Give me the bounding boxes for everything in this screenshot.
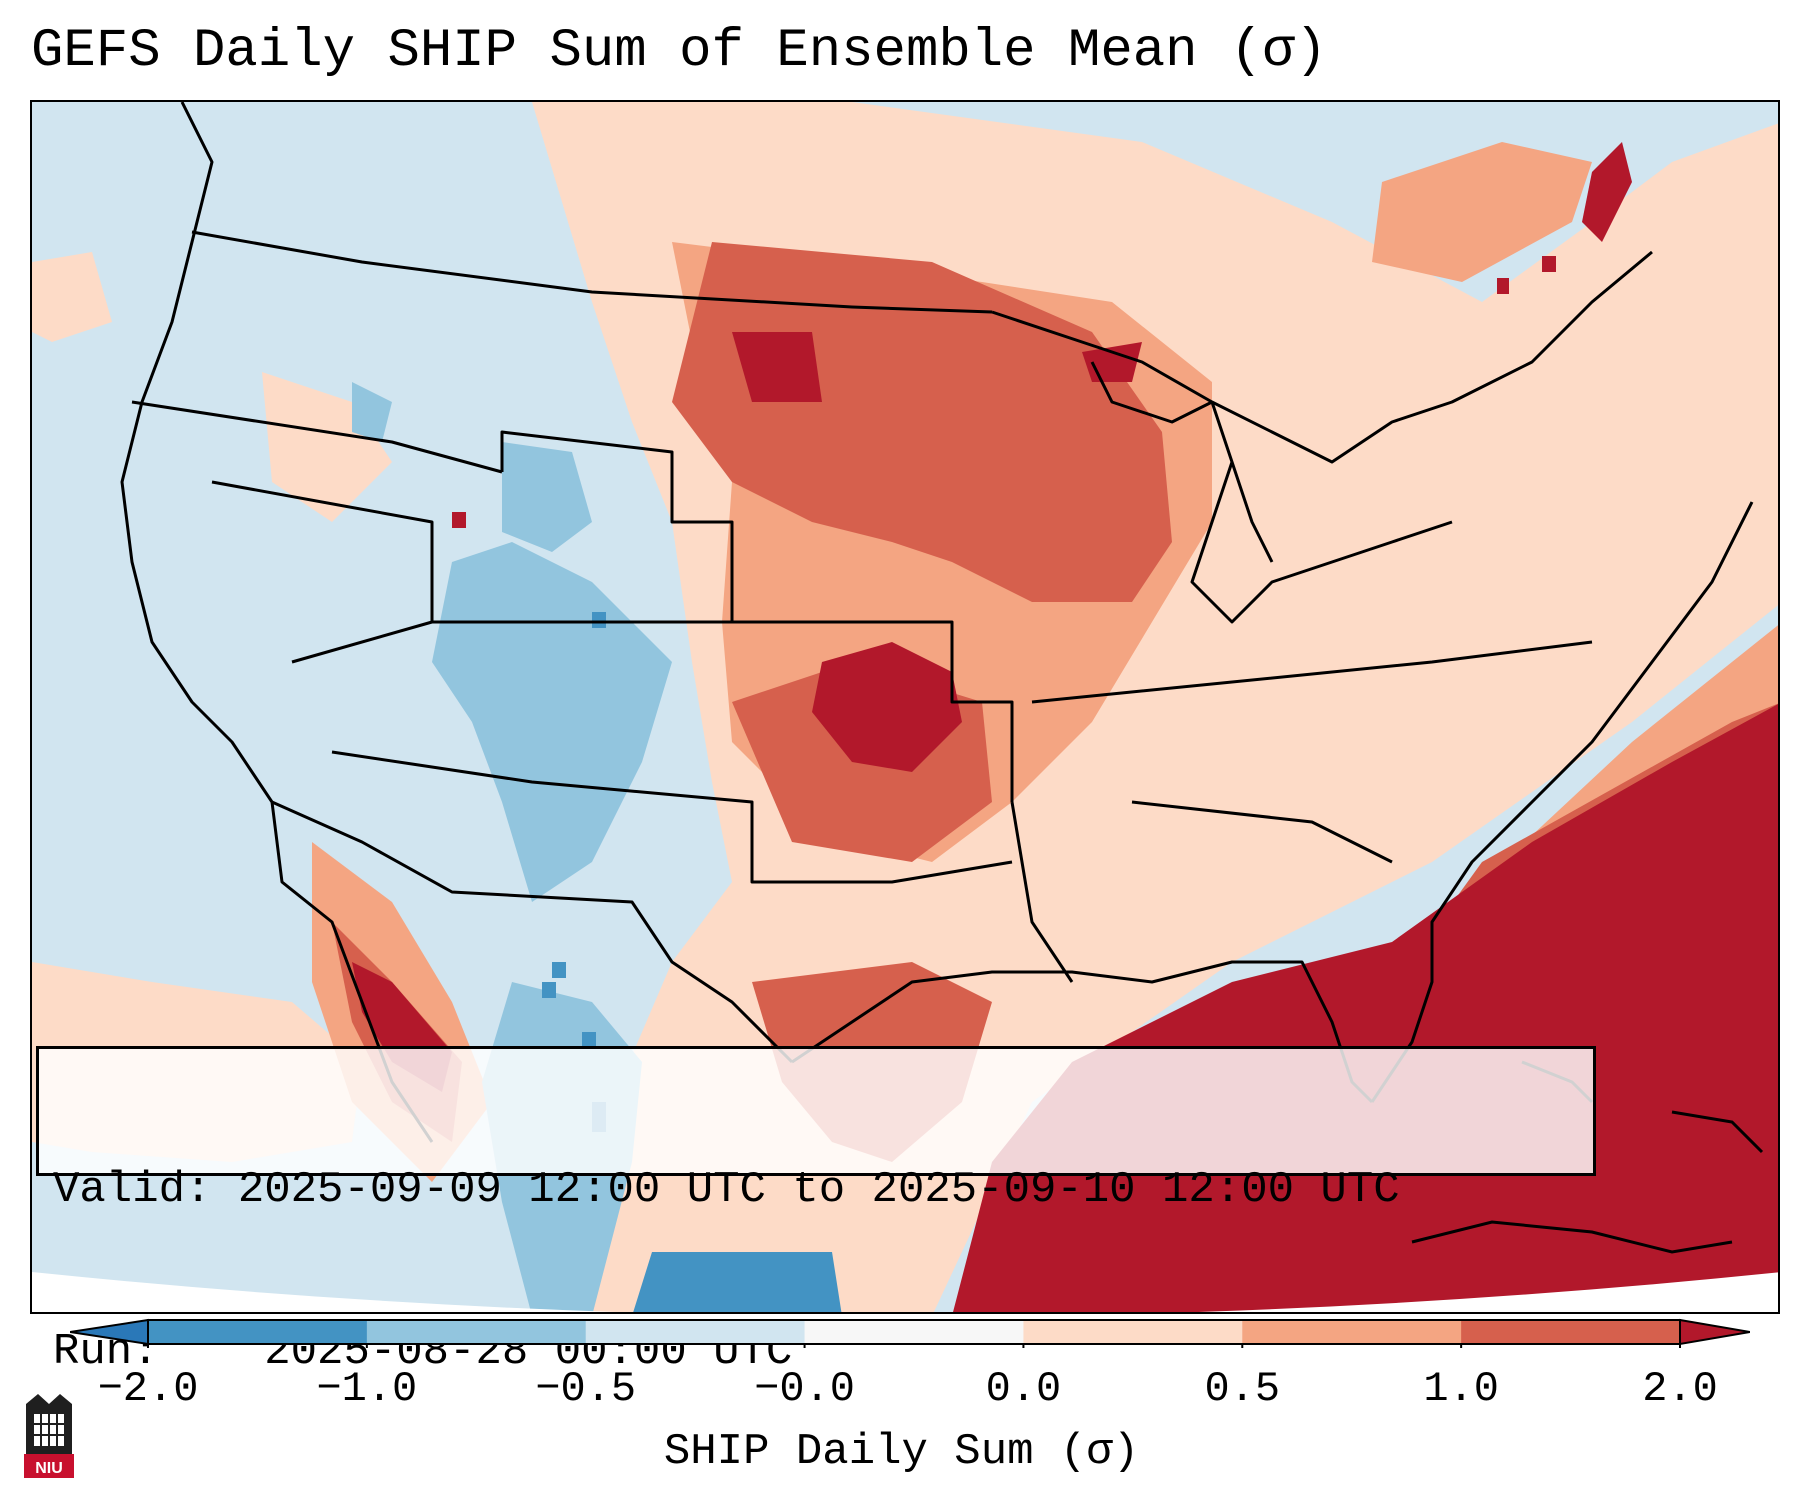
canada-border-west	[191, 230, 993, 314]
colorbar-tick-label: −1.0	[316, 1365, 418, 1413]
coastlines-and-borders	[120, 102, 1754, 1143]
valid-run-info-box: Valid: 2025-09-09 12:00 UTC to 2025-09-1…	[36, 1046, 1596, 1377]
colorbar-extend-low	[70, 1318, 149, 1346]
colorbar	[70, 1318, 1750, 1348]
colorbar-extend-high	[1679, 1318, 1750, 1346]
colorbar-segment	[1242, 1320, 1462, 1344]
map-title: GEFS Daily SHIP Sum of Ensemble Mean (σ)	[31, 21, 1328, 82]
colorbar-tick-label: −2.0	[97, 1365, 199, 1413]
colorbar-outline	[147, 1319, 1681, 1345]
colorbar-tick-label: 0.0	[985, 1365, 1062, 1413]
logo-plate	[24, 1454, 74, 1478]
east-coast	[1370, 501, 1754, 1103]
colorbar-tick-label: −0.0	[754, 1365, 855, 1413]
colorbar-segment	[366, 1320, 587, 1344]
mississippi-border	[1010, 801, 1074, 983]
colorbar-segment	[804, 1320, 1024, 1344]
colorbar-segment	[1023, 1320, 1243, 1344]
colorbar-segments	[70, 1318, 1750, 1346]
niu-logo: NIU	[24, 1394, 74, 1478]
tn-nc-border	[1031, 640, 1593, 704]
colorbar-label: SHIP Daily Sum (σ)	[663, 1427, 1140, 1477]
colorbar-segment	[585, 1320, 806, 1344]
gulf-coast	[791, 960, 1374, 1104]
projection-edge	[32, 1272, 1778, 1312]
or-id-border	[131, 400, 503, 474]
west-coastline	[120, 102, 434, 1143]
valid-value: 2025-09-09 12:00 UTC to 2025-09-10 12:00…	[237, 1165, 1400, 1215]
colorbar-tick-label: 0.5	[1204, 1365, 1281, 1413]
mexico-border	[271, 800, 794, 1064]
colorbar-ticks	[147, 1344, 1681, 1348]
valid-line: Valid: 2025-09-09 12:00 UTC to 2025-09-1…	[53, 1163, 1593, 1217]
nv-ut-borders	[211, 480, 434, 664]
logo-text: NIU	[35, 1460, 63, 1477]
colorbar-tick-label: −0.5	[535, 1365, 637, 1413]
lake-michigan	[1230, 461, 1274, 563]
logo-window-grid	[34, 1414, 64, 1446]
colorbar-tick-label: 1.0	[1423, 1365, 1499, 1413]
lake-superior	[1090, 361, 1213, 424]
colorbar-segment	[1461, 1320, 1681, 1344]
southeast-borders	[1131, 800, 1393, 864]
canada-border-east	[991, 250, 1653, 464]
valid-label: Valid:	[53, 1165, 212, 1215]
colorbar-segment	[148, 1320, 368, 1344]
colorbar-tick-label: 2.0	[1642, 1365, 1718, 1413]
central-borders	[500, 430, 1014, 802]
ok-tx-border	[750, 802, 1013, 884]
great-lakes-outline	[1190, 401, 1453, 624]
